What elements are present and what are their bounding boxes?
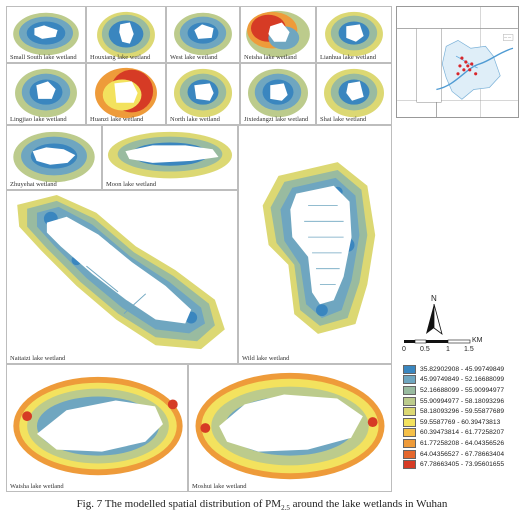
pm25-heatmap bbox=[7, 126, 101, 189]
legend-range: 55.90994977 - 58.18093296 bbox=[420, 398, 504, 405]
map-panel: Wild lake wetland bbox=[238, 125, 392, 364]
panel-label: Waisha lake wetland bbox=[10, 483, 64, 490]
legend-swatch bbox=[403, 397, 416, 406]
pm25-heatmap bbox=[7, 191, 237, 363]
legend-swatch bbox=[403, 460, 416, 469]
map-panel: Moon lake wetland bbox=[102, 125, 238, 190]
map-panel: Jixiedangzi lake wetland bbox=[240, 63, 316, 125]
panel-label: Moon lake wetland bbox=[106, 181, 156, 188]
legend-item: 35.82902908 - 45.99749849 bbox=[403, 364, 523, 375]
panel-label: Moshui lake wetland bbox=[192, 483, 247, 490]
panel-label: Small South lake wetland bbox=[10, 54, 77, 61]
legend-item: 58.18093296 - 59.55877689 bbox=[403, 406, 523, 417]
pm25-heatmap bbox=[189, 365, 391, 491]
scale-tick: 0 bbox=[402, 346, 406, 353]
panel-label: Jixiedangzi lake wetland bbox=[244, 116, 308, 123]
legend-item: 45.99749849 - 52.16688099 bbox=[403, 375, 523, 386]
legend-swatch bbox=[403, 407, 416, 416]
legend-item: 52.16688099 - 55.90994977 bbox=[403, 385, 523, 396]
panel-label: Lingjiao lake wetland bbox=[10, 116, 67, 123]
panel-label: Neisha lake wetland bbox=[244, 54, 297, 61]
figure-caption: Fig. 7 The modelled spatial distribution… bbox=[0, 498, 524, 512]
legend-range: 67.78663405 - 73.95601655 bbox=[420, 461, 504, 468]
legend-swatch bbox=[403, 439, 416, 448]
north-label: N bbox=[431, 294, 437, 303]
legend-item: 55.90994977 - 58.18093296 bbox=[403, 396, 523, 407]
map-panel: Naitaizi lake wetland bbox=[6, 190, 238, 364]
pm25-heatmap bbox=[239, 126, 391, 363]
map-panel: Lianhua lake wetland bbox=[316, 6, 392, 63]
legend-swatch bbox=[403, 428, 416, 437]
panel-label: Shai lake wetland bbox=[320, 116, 366, 123]
map-panel: Zhuyehai wetland bbox=[6, 125, 102, 190]
pm25-heatmap bbox=[167, 64, 239, 124]
legend-range: 64.04356527 - 67.78663404 bbox=[420, 451, 504, 458]
legend-range: 61.77258208 - 64.04356526 bbox=[420, 440, 504, 447]
panel-label: Houxiang lake wetland bbox=[90, 54, 150, 61]
map-panel: Houxiang lake wetland bbox=[86, 6, 166, 63]
legend-range: 35.82902908 - 45.99749849 bbox=[420, 366, 504, 373]
legend-swatch bbox=[403, 365, 416, 374]
legend-swatch bbox=[403, 386, 416, 395]
map-panel: West lake wetland bbox=[166, 6, 240, 63]
legend-item: 64.04356527 - 67.78663404 bbox=[403, 449, 523, 460]
scale-tick: 1 bbox=[446, 346, 450, 353]
panel-label: Naitaizi lake wetland bbox=[10, 355, 65, 362]
legend-range: 52.16688099 - 55.90994977 bbox=[420, 387, 504, 394]
map-panel: North lake wetland bbox=[166, 63, 240, 125]
panel-label: North lake wetland bbox=[170, 116, 220, 123]
map-panel: Shai lake wetland bbox=[316, 63, 392, 125]
legend-swatch bbox=[403, 375, 416, 384]
legend-range: 45.99749849 - 52.16688099 bbox=[420, 376, 504, 383]
pm25-heatmap bbox=[7, 64, 85, 124]
panel-label: West lake wetland bbox=[170, 54, 218, 61]
scale-unit: KM bbox=[472, 337, 483, 344]
map-panel: Waisha lake wetland bbox=[6, 364, 188, 492]
pm25-heatmap bbox=[7, 365, 187, 491]
legend-item: 59.5587769 - 60.39473813 bbox=[403, 417, 523, 428]
scale-bar: KM 0 0.5 1 1.5 bbox=[402, 338, 502, 362]
panel-label: Zhuyehai wetland bbox=[10, 181, 57, 188]
north-arrow: N bbox=[421, 296, 451, 336]
panel-label: Lianhua lake wetland bbox=[320, 54, 376, 61]
location-map bbox=[396, 6, 519, 118]
map-panel: Neisha lake wetland bbox=[240, 6, 316, 63]
map-panel: Huanzi lake wetland bbox=[86, 63, 166, 125]
legend-item: 67.78663405 - 73.95601655 bbox=[403, 459, 523, 470]
map-panel: Lingjiao lake wetland bbox=[6, 63, 86, 125]
panel-label: Wild lake wetland bbox=[242, 355, 289, 362]
legend-range: 59.5587769 - 60.39473813 bbox=[420, 419, 500, 426]
scale-bar-graphic bbox=[402, 338, 502, 348]
legend-swatch bbox=[403, 450, 416, 459]
legend: 35.82902908 - 45.99749849 45.99749849 - … bbox=[403, 364, 523, 470]
legend-range: 58.18093296 - 59.55877689 bbox=[420, 408, 504, 415]
pm25-heatmap bbox=[241, 64, 315, 124]
panel-label: Huanzi lake wetland bbox=[90, 116, 143, 123]
pm25-heatmap bbox=[87, 64, 165, 124]
legend-item: 60.39473814 - 61.77258207 bbox=[403, 428, 523, 439]
legend-item: 61.77258208 - 64.04356526 bbox=[403, 438, 523, 449]
scale-tick: 0.5 bbox=[420, 346, 430, 353]
pm25-heatmap bbox=[317, 64, 391, 124]
lake-water-body bbox=[194, 83, 213, 100]
legend-range: 60.39473814 - 61.77258207 bbox=[420, 429, 504, 436]
map-panel: Moshui lake wetland bbox=[188, 364, 392, 492]
map-panel: Small South lake wetland bbox=[6, 6, 86, 63]
scale-tick: 1.5 bbox=[464, 346, 474, 353]
pm25-heatmap bbox=[103, 126, 237, 189]
legend-swatch bbox=[403, 418, 416, 427]
